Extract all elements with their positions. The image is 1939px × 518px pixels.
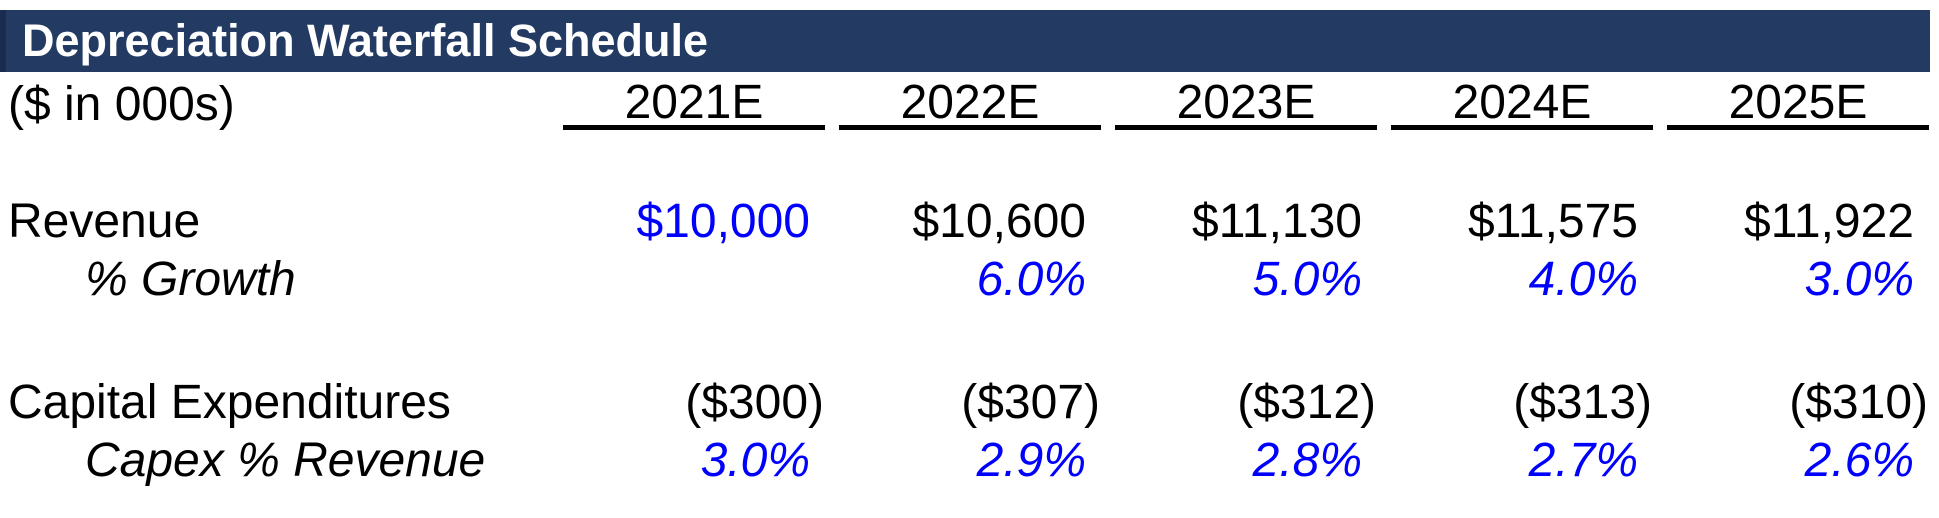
title-banner: Depreciation Waterfall Schedule [0, 10, 1930, 72]
growth-row: % Growth 6.0% 5.0% 4.0% 3.0% [0, 251, 1939, 309]
cell-capex-pct-2022e[interactable]: 2.9% [976, 434, 1086, 487]
cell-revenue-2021e[interactable]: $10,000 [636, 195, 810, 248]
cell-capex-pct-2025e[interactable]: 2.6% [1804, 434, 1914, 487]
column-header-2022e[interactable]: 2022E [839, 79, 1101, 130]
cell-capex-2021e[interactable]: ($300) [685, 376, 824, 429]
row-label-growth[interactable]: % Growth [85, 253, 296, 306]
row-label-capex-pct[interactable]: Capex % Revenue [85, 434, 486, 487]
cell-revenue-2024e[interactable]: $11,575 [1468, 195, 1638, 248]
schedule-body: Revenue $10,000 $10,600 $11,130 $11,575 … [0, 193, 1939, 490]
cell-revenue-2025e[interactable]: $11,922 [1744, 195, 1914, 248]
column-header-2024e[interactable]: 2024E [1391, 79, 1653, 130]
row-label-capex[interactable]: Capital Expenditures [8, 376, 451, 429]
cell-capex-pct-2024e[interactable]: 2.7% [1528, 434, 1638, 487]
column-header-2021e[interactable]: 2021E [563, 79, 825, 130]
cell-capex-pct-2021e[interactable]: 3.0% [700, 434, 810, 487]
cell-capex-pct-2023e[interactable]: 2.8% [1252, 434, 1362, 487]
column-header-2025e[interactable]: 2025E [1667, 79, 1929, 130]
cell-capex-2023e[interactable]: ($312) [1237, 376, 1376, 429]
schedule-title: Depreciation Waterfall Schedule [22, 15, 709, 66]
column-header-2023e[interactable]: 2023E [1115, 79, 1377, 130]
header-row: ($ in 000s) 2021E 2022E 2023E 2024E 2025… [0, 78, 1939, 131]
cell-growth-2022e[interactable]: 6.0% [976, 253, 1086, 306]
revenue-row: Revenue $10,000 $10,600 $11,130 $11,575 … [0, 193, 1939, 251]
units-label: ($ in 000s) [8, 78, 235, 131]
blank-row [0, 309, 1939, 374]
cell-growth-2025e[interactable]: 3.0% [1804, 253, 1914, 306]
cell-revenue-2022e[interactable]: $10,600 [912, 195, 1086, 248]
row-label-revenue[interactable]: Revenue [8, 195, 201, 248]
capex-row: Capital Expenditures ($300) ($307) ($312… [0, 374, 1939, 432]
cell-capex-2025e[interactable]: ($310) [1789, 376, 1928, 429]
cell-growth-2024e[interactable]: 4.0% [1528, 253, 1638, 306]
capex-pct-row: Capex % Revenue 3.0% 2.9% 2.8% 2.7% 2.6% [0, 432, 1939, 490]
cell-capex-2022e[interactable]: ($307) [961, 376, 1100, 429]
cell-growth-2023e[interactable]: 5.0% [1252, 253, 1362, 306]
cell-capex-2024e[interactable]: ($313) [1513, 376, 1652, 429]
cell-revenue-2023e[interactable]: $11,130 [1192, 195, 1362, 248]
